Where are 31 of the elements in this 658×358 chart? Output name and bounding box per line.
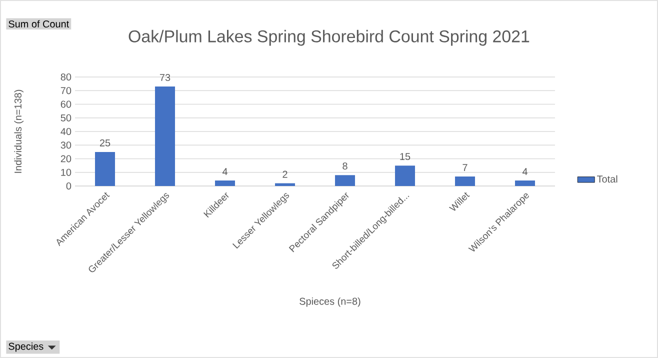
y-tick-label: 0	[66, 182, 72, 190]
data-label: 15	[400, 153, 410, 160]
bar	[335, 175, 356, 186]
y-tick-label: 60	[60, 100, 72, 108]
bar	[275, 183, 296, 186]
bar	[155, 86, 176, 186]
y-tick-label: 50	[60, 114, 72, 122]
bar	[515, 180, 536, 186]
data-label: 25	[100, 139, 110, 146]
bar	[215, 180, 236, 186]
legend-label: Total	[597, 175, 618, 183]
data-label: 7	[462, 164, 468, 171]
bar	[95, 152, 116, 186]
y-tick-label: 40	[60, 128, 72, 136]
y-tick-label: 80	[60, 73, 72, 81]
bar	[455, 176, 476, 186]
data-label: 4	[522, 168, 528, 176]
text: Sum of Count	[8, 20, 70, 28]
y-axis-title: Individuals (n=138)	[14, 90, 24, 173]
y-tick-label: 10	[61, 168, 72, 176]
chart-title: Oak/Plum Lakes Spring Shorebird Count Spring 2021	[128, 30, 530, 46]
y-tick-label: 30	[60, 142, 72, 149]
data-label: 8	[342, 162, 348, 170]
bar	[395, 166, 416, 186]
x-axis-title: Spieces (n=8)	[300, 298, 360, 307]
data-label: 2	[282, 170, 288, 178]
data-label: 73	[160, 74, 170, 82]
data-label: 4	[222, 168, 228, 176]
y-tick-label: 20	[60, 155, 72, 162]
text: Species	[8, 342, 44, 352]
y-tick-label: 70	[60, 87, 72, 94]
